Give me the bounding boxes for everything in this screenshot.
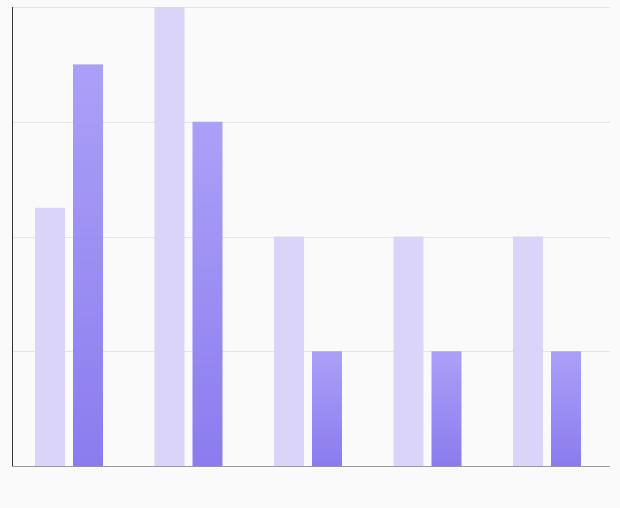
bar-series-1-group-5	[513, 236, 543, 466]
bar-series-2-group-5	[551, 351, 581, 466]
bars	[35, 7, 581, 466]
bar-series-1-group-2	[154, 7, 185, 466]
bar-series-1-group-1	[35, 207, 65, 466]
axes	[12, 7, 610, 467]
grid-lines	[12, 7, 610, 352]
bar-series-1-group-4	[393, 236, 424, 466]
bar-series-2-group-3	[312, 351, 342, 466]
bar-series-2-group-1	[73, 64, 103, 466]
bar-series-2-group-4	[431, 351, 462, 466]
bar-series-1-group-3	[274, 236, 304, 466]
bar-series-2-group-2	[192, 121, 223, 466]
